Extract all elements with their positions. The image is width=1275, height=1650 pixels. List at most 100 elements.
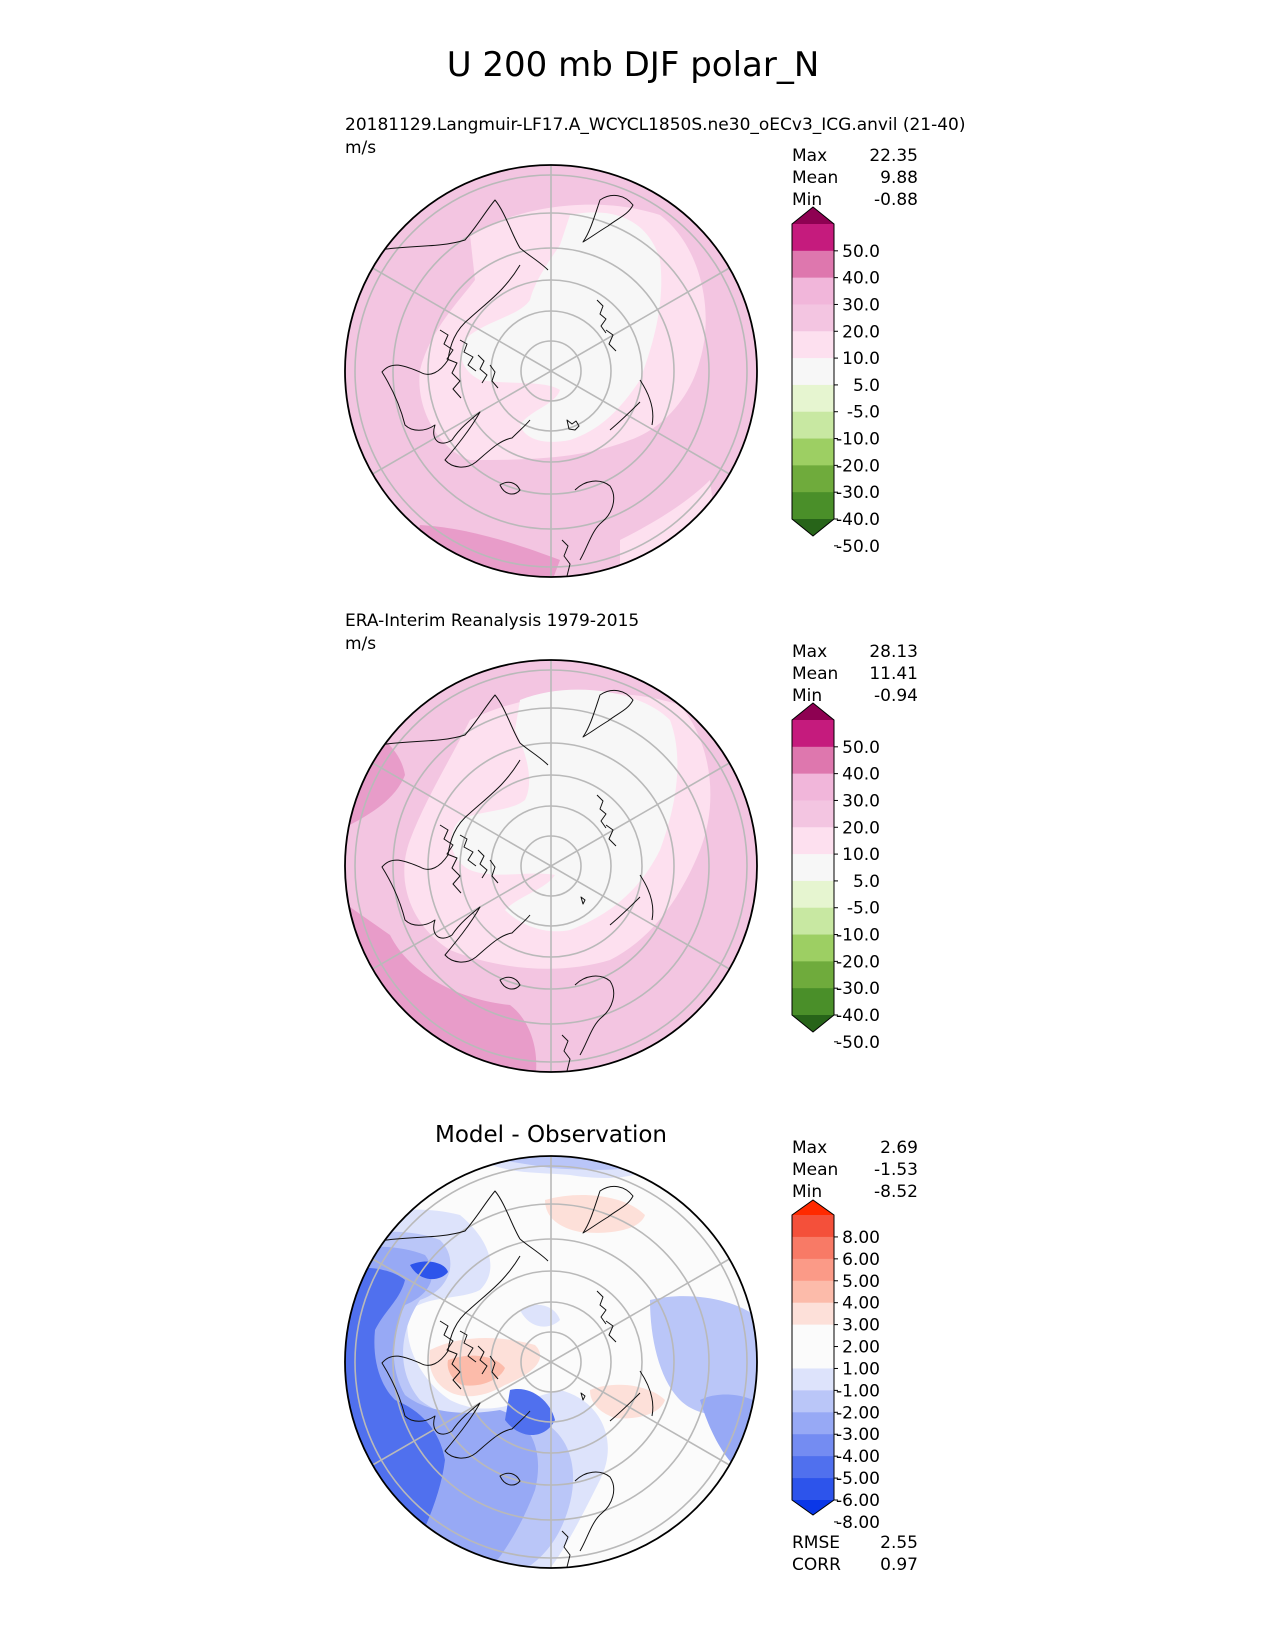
colorbar-segment [792,773,834,801]
graticule [354,1156,748,1568]
colorbar-segment [792,1434,834,1457]
metric-label-corr: CORR [792,1555,841,1575]
colorbar-tick-label: -20.0 [836,456,880,476]
colorbar-tip-min [792,1500,834,1515]
colorbar-tick-label: -5.0 [847,403,880,423]
field-arctic-core [461,212,662,442]
colorbar-tick-label: -5.00 [836,1469,880,1489]
stat-value-mean: 9.88 [880,168,918,188]
map [345,1156,757,1568]
stat-label-mean: Mean [792,168,838,188]
panel-title: Model - Observation [435,1122,667,1148]
colorbar-segment [792,250,834,279]
colorbar-tick-label: -20.0 [836,952,880,972]
colorbar-segment [792,224,834,252]
colorbar-segment [792,1368,834,1391]
colorbar-tick-label: -1.00 [836,1381,880,1401]
colorbar-segment [792,1302,834,1326]
colorbar-segment [792,411,834,439]
colorbar-segment [792,438,834,466]
map-boundary [344,659,758,1073]
colorbar-segment [792,988,834,1016]
colorbar-tick-label: 8.00 [842,1228,880,1248]
graticule [354,660,748,1072]
colorbar-segment [792,384,834,413]
colorbar-tick-label: 1.00 [842,1359,880,1379]
metric-value-corr: 0.97 [880,1555,918,1575]
field-arctic-core [451,689,678,932]
colorbar-tick-label: 40.0 [842,269,880,289]
colorbar-tick-label: -50.0 [836,537,880,557]
colorbar-tick-label: 2.00 [842,1338,880,1358]
map-boundary [344,164,758,578]
panel-difference: Model - Observation [344,1122,918,1575]
colorbar-segment [792,304,834,332]
colorbar-tick-label: -40.0 [836,510,880,530]
colorbar-tick-label: 10.0 [842,845,880,865]
colorbar-tick-label: 5.0 [853,872,880,892]
colorbar-tick-label: 20.0 [842,322,880,342]
colorbar-tick-label: -5.0 [847,899,880,919]
colorbar-tick-label: 3.00 [842,1316,880,1336]
colorbar-tick-label: 4.00 [842,1294,880,1314]
stat-label-mean: Mean [792,664,838,684]
colorbar-segment [792,880,834,909]
colorbar-segment [792,465,834,493]
colorbar-tick-label: 5.0 [853,376,880,396]
colorbar-tick-label: -4.00 [836,1447,880,1467]
colorbar-tick-label: 30.0 [842,791,880,811]
colorbar: 8.006.005.004.003.002.001.00-1.00-2.00-3… [791,1199,880,1533]
colorbar-segment [792,277,834,305]
stat-value-min: -8.52 [874,1182,918,1202]
stat-label-max: Max [792,642,827,662]
colorbar-segment [792,492,834,520]
stats-block: Max 2.69 Mean -1.53 Min -8.52 [792,1138,918,1202]
colorbar-segment [792,1412,834,1435]
stat-value-mean: 11.41 [869,664,918,684]
panel-units: m/s [345,634,376,654]
metric-label-rmse: RMSE [792,1533,840,1553]
colorbar-segment [792,1258,834,1282]
panel-title: ERA-Interim Reanalysis 1979-2015 [345,611,639,631]
panel-title: 20181129.Langmuir-LF17.A_WCYCL1850S.ne30… [345,115,966,135]
stat-value-min: -0.94 [874,686,918,706]
stat-label-max: Max [792,1138,827,1158]
colorbar-tick-label: -6.00 [836,1491,880,1511]
stat-value-max: 22.35 [869,146,918,166]
colorbar-tip-max [792,703,834,720]
colorbar-segment [792,854,834,882]
colorbar-tick-label: 20.0 [842,818,880,838]
map-boundary [344,1155,758,1569]
colorbar-segment [792,1390,834,1413]
stat-label-min: Min [792,190,822,210]
colorbar-segment [792,827,834,855]
coastlines [379,689,654,1072]
stat-label-max: Max [792,146,827,166]
colorbar-segment [792,1456,834,1479]
colorbar-segment [792,1324,834,1347]
colorbar-tip-min [792,519,834,536]
colorbar-segment [792,331,834,359]
colorbar-segment [792,720,834,748]
colorbar: 50.0 40.0 30.0 20.0 10.0 5.0 -5.0 -10.0 -20.0 -30… [791,206,880,557]
coastlines [379,1185,654,1568]
colorbar-tick-label: 5.00 [842,1272,880,1292]
colorbar-tick-label: -10.0 [836,926,880,946]
stats-block: Max 28.13 Mean 11.41 Min -0.94 [792,642,918,706]
colorbar-tick-label: 40.0 [842,765,880,785]
field-moderate-negative [345,1246,757,1568]
colorbar-segment [792,1346,834,1369]
colorbar-tick-label: -30.0 [836,979,880,999]
stat-value-mean: -1.53 [874,1160,918,1180]
colorbar-segment [792,1236,834,1260]
colorbar-segment [792,1280,834,1304]
colorbar-tick-label: 30.0 [842,295,880,315]
metrics-block: RMSE 2.55 CORR 0.97 [792,1533,918,1575]
colorbar-tick-label: 10.0 [842,349,880,369]
colorbar-tick-label: 50.0 [842,242,880,262]
colorbar-segment [792,800,834,828]
colorbar-tick-label: 6.00 [842,1250,880,1270]
stat-value-min: -0.88 [874,190,918,210]
colorbar-segment [792,907,834,935]
